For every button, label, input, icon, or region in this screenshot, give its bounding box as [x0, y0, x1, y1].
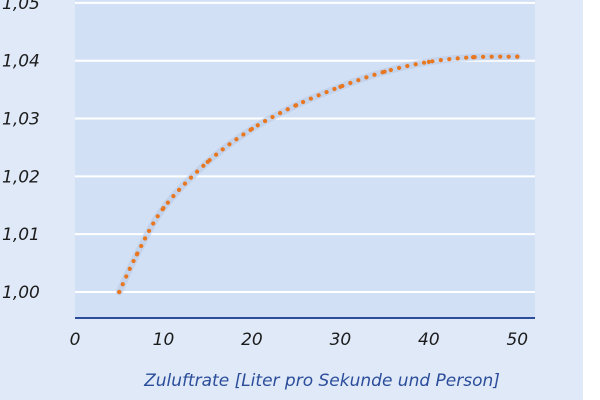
y-tick-label: 1,05 [2, 0, 40, 14]
data-point [470, 55, 476, 60]
data-point [205, 159, 210, 164]
data-point [382, 69, 387, 74]
line-chart: 1,00 1,01 1,02 1,03 1,04 1,05 0 10 20 30 40 50 Zul… [2, 0, 535, 391]
x-tick-label: 0 [70, 330, 81, 350]
x-tick-label: 20 [241, 330, 263, 350]
data-point [426, 59, 431, 64]
plot-area [75, 0, 535, 318]
y-tick-label: 1,03 [2, 110, 40, 130]
data-point [117, 289, 122, 295]
x-tick-label: 30 [330, 330, 352, 350]
y-tick-label: 1,02 [2, 167, 40, 187]
x-tick-label: 10 [153, 330, 175, 350]
data-point [294, 103, 299, 108]
y-tick-label: 1,00 [2, 283, 40, 303]
y-tick-label: 1,04 [2, 52, 40, 72]
y-axis-ticks: 1,00 1,01 1,02 1,03 1,04 1,05 [2, 0, 40, 303]
plot-background [75, 0, 535, 318]
y-tick-label: 1,01 [2, 225, 40, 245]
x-axis-label: Zuluftrate [Liter pro Sekunde und Person… [143, 371, 500, 391]
gridlines [75, 1, 535, 293]
x-tick-label: 40 [418, 330, 440, 350]
data-point [249, 126, 255, 132]
data-point [338, 84, 343, 89]
series-layer [115, 53, 521, 296]
data-point [134, 252, 140, 257]
x-axis-ticks: 0 10 20 30 40 50 [70, 330, 529, 350]
data-point [161, 206, 166, 211]
chart-panel: 1,00 1,01 1,02 1,03 1,04 1,05 0 10 20 30 40 50 Zul… [0, 0, 583, 400]
x-tick-label: 50 [506, 330, 528, 350]
data-point [515, 54, 520, 59]
